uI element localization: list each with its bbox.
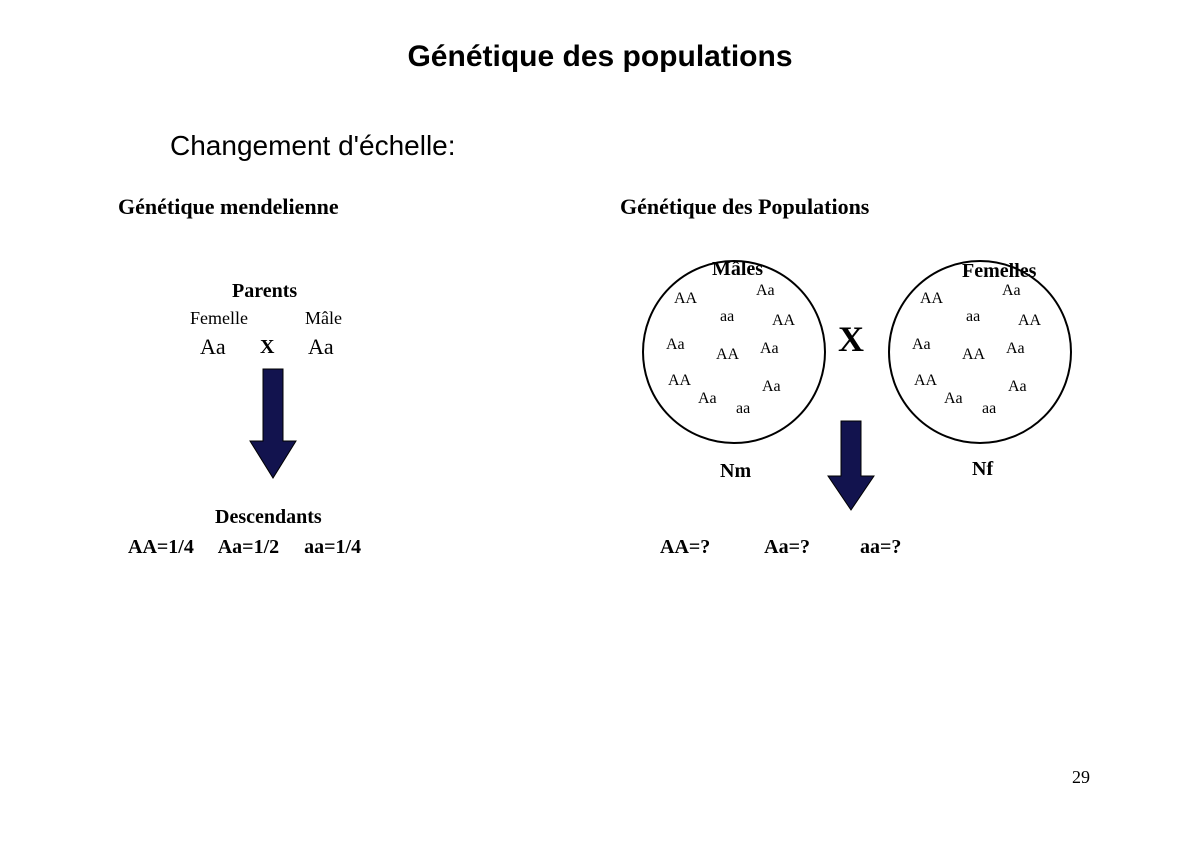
genotype: AA [920,290,943,308]
cross-symbol-left: X [260,336,274,359]
genotype: AA [1018,312,1041,330]
genotype: aa [736,400,750,418]
nm-label: Nm [720,460,751,483]
left-heading: Génétique mendelienne [118,194,339,220]
nf-label: Nf [972,458,993,481]
males-circle: AA Aa aa AA Aa AA Aa AA Aa aa Aa [642,260,826,444]
genotype: Aa [698,390,717,408]
genotype: aa [720,308,734,326]
right-heading: Génétique des Populations [620,194,869,220]
genotype: AA [674,290,697,308]
genotype: Aa [912,336,931,354]
descendants-label: Descendants [215,506,322,529]
left-results: AA=1/4 Aa=1/2 aa=1/4 [128,536,361,559]
male-genotype: Aa [308,334,334,360]
genotype: Aa [1002,282,1021,300]
females-circle: AA Aa aa AA Aa AA Aa AA Aa aa Aa [888,260,1072,444]
genotype: Aa [1006,340,1025,358]
genotype: AA [716,346,739,364]
genotype: aa [966,308,980,326]
right-results: AA=? Aa=? aa=? [660,536,901,559]
page-title: Génétique des populations [0,40,1200,74]
genotype: Aa [756,282,775,300]
male-label: Mâle [305,308,342,329]
genotype: Aa [944,390,963,408]
down-arrow-icon [826,418,876,513]
down-arrow-icon [248,366,298,481]
female-genotype: Aa [200,334,226,360]
genotype: AA [962,346,985,364]
subtitle: Changement d'échelle: [170,130,456,162]
genotype: Aa [666,336,685,354]
genotype: Aa [760,340,779,358]
cross-symbol-right: X [838,318,864,360]
parents-label: Parents [232,280,297,303]
genotype: AA [914,372,937,390]
genotype: AA [772,312,795,330]
genotype: Aa [762,378,781,396]
female-label: Femelle [190,308,248,329]
genotype: AA [668,372,691,390]
genotype: aa [982,400,996,418]
genotype: Aa [1008,378,1027,396]
slide: Génétique des populations Changement d'é… [0,0,1200,848]
page-number: 29 [1072,767,1090,788]
